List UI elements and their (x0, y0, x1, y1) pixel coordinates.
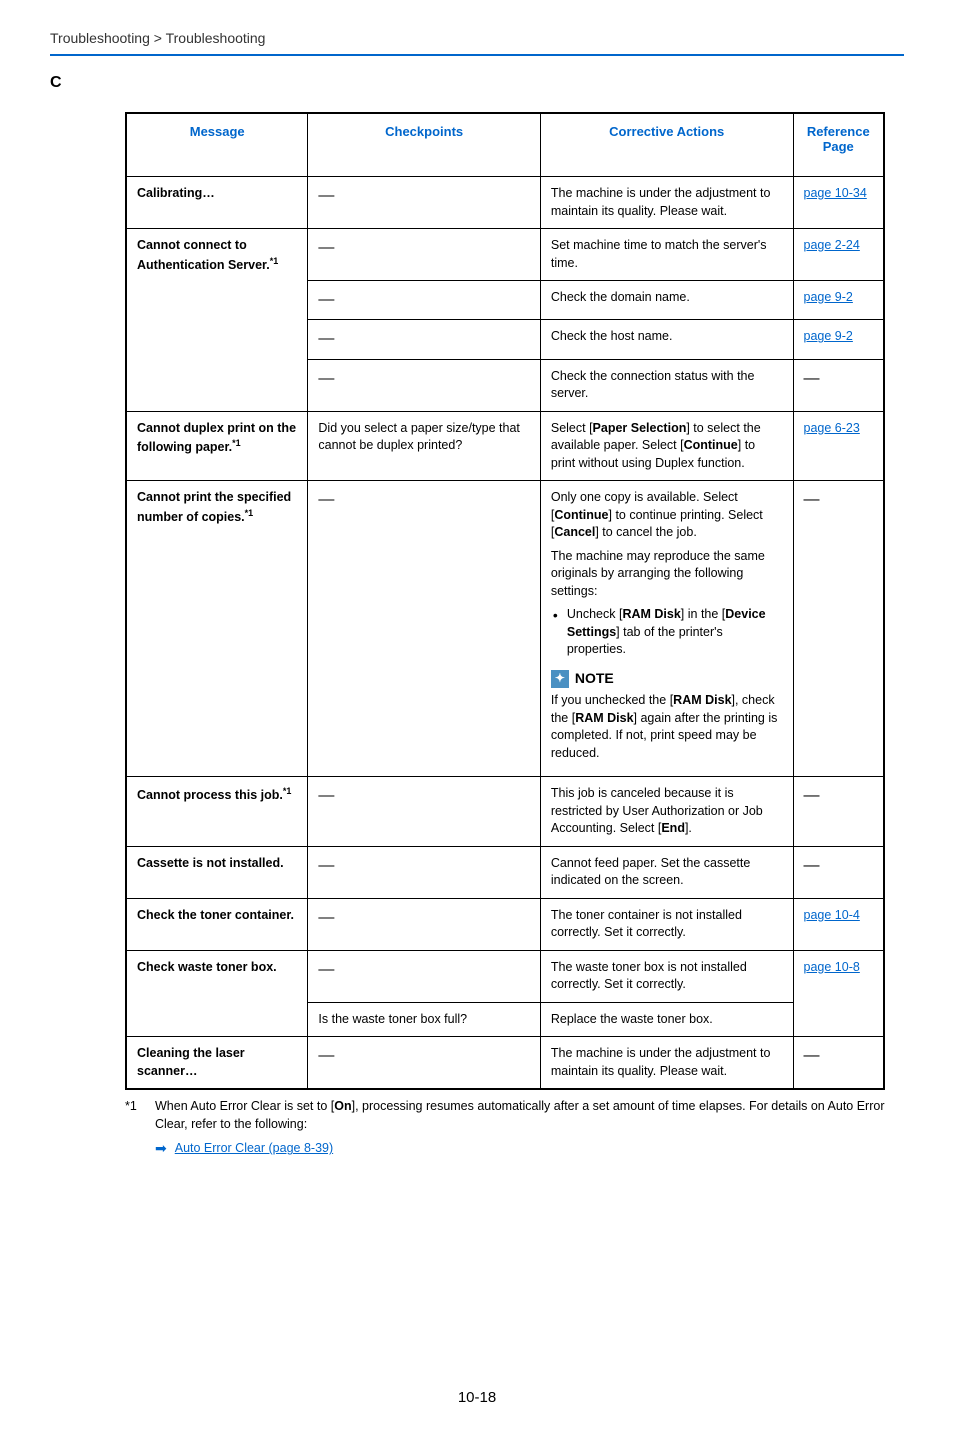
reference-cell: page 10-8 (793, 950, 884, 1037)
action-cell: Check the connection status with the ser… (540, 359, 793, 411)
action-cell: The waste toner box is not installed cor… (540, 950, 793, 1002)
action-cell: The machine is under the adjustment to m… (540, 177, 793, 229)
action-cell: This job is canceled because it is restr… (540, 777, 793, 847)
checkpoint-cell: ― (308, 950, 540, 1002)
footnote-text: When Auto Error Clear is set to [On], pr… (155, 1098, 885, 1133)
header-checkpoints: Checkpoints (308, 113, 540, 177)
checkpoint-cell: ― (308, 846, 540, 898)
table-row: Cleaning the laser scanner…―The machine … (126, 1037, 884, 1090)
message-cell: Cassette is not installed. (126, 846, 308, 898)
section-letter: C (50, 74, 904, 92)
reference-cell: ― (793, 359, 884, 411)
table-row: Cannot print the specified number of cop… (126, 481, 884, 777)
reference-cell: ― (793, 481, 884, 777)
reference-cell: ― (793, 1037, 884, 1090)
action-cell: Cannot feed paper. Set the cassette indi… (540, 846, 793, 898)
reference-cell: ― (793, 846, 884, 898)
header-reference: Reference Page (793, 113, 884, 177)
reference-cell: page 9-2 (793, 281, 884, 320)
reference-cell: ― (793, 777, 884, 847)
footnote-link[interactable]: Auto Error Clear (page 8-39) (175, 1140, 333, 1158)
reference-cell: page 10-34 (793, 177, 884, 229)
checkpoint-cell: ― (308, 898, 540, 950)
checkpoint-cell: ― (308, 320, 540, 359)
table-row: Cannot duplex print on the following pap… (126, 411, 884, 481)
action-cell: Check the domain name. (540, 281, 793, 320)
checkpoint-cell: ― (308, 481, 540, 777)
reference-cell: page 6-23 (793, 411, 884, 481)
checkpoint-cell: ― (308, 281, 540, 320)
table-row: Check the toner container.―The toner con… (126, 898, 884, 950)
checkpoint-cell: Is the waste toner box full? (308, 1002, 540, 1037)
message-cell: Cleaning the laser scanner… (126, 1037, 308, 1090)
action-cell: Check the host name. (540, 320, 793, 359)
checkpoint-cell: ― (308, 177, 540, 229)
message-cell: Calibrating… (126, 177, 308, 229)
action-cell: Select [Paper Selection] to select the a… (540, 411, 793, 481)
breadcrumb: Troubleshooting > Troubleshooting (50, 30, 904, 54)
message-cell: Cannot process this job.*1 (126, 777, 308, 847)
table-row: Cannot process this job.*1―This job is c… (126, 777, 884, 847)
header-actions: Corrective Actions (540, 113, 793, 177)
reference-link[interactable]: page 9-2 (804, 329, 853, 343)
reference-link[interactable]: page 10-34 (804, 186, 867, 200)
message-cell: Cannot print the specified number of cop… (126, 481, 308, 777)
reference-link[interactable]: page 10-8 (804, 960, 860, 974)
note-label: NOTE (575, 669, 614, 689)
reference-cell: page 2-24 (793, 229, 884, 281)
action-cell: The machine is under the adjustment to m… (540, 1037, 793, 1090)
message-cell: Cannot connect to Authentication Server.… (126, 229, 308, 412)
table-row: Cannot connect to Authentication Server.… (126, 229, 884, 281)
header-message: Message (126, 113, 308, 177)
arrow-icon: ➡ (155, 1139, 167, 1159)
reference-link[interactable]: page 9-2 (804, 290, 853, 304)
reference-link[interactable]: page 2-24 (804, 238, 860, 252)
reference-link[interactable]: page 6-23 (804, 421, 860, 435)
action-cell: Set machine time to match the server's t… (540, 229, 793, 281)
action-cell: Only one copy is available. Select [Cont… (540, 481, 793, 777)
checkpoint-cell: Did you select a paper size/type that ca… (308, 411, 540, 481)
action-cell: The toner container is not installed cor… (540, 898, 793, 950)
table-row: Cassette is not installed.―Cannot feed p… (126, 846, 884, 898)
checkpoint-cell: ― (308, 229, 540, 281)
troubleshooting-table: Message Checkpoints Corrective Actions R… (125, 112, 885, 1090)
note-icon: ✦ (551, 670, 569, 688)
reference-link[interactable]: page 10-4 (804, 908, 860, 922)
table-row: Calibrating…―The machine is under the ad… (126, 177, 884, 229)
message-cell: Cannot duplex print on the following pap… (126, 411, 308, 481)
header-rule (50, 54, 904, 56)
reference-cell: page 9-2 (793, 320, 884, 359)
reference-cell: page 10-4 (793, 898, 884, 950)
checkpoint-cell: ― (308, 359, 540, 411)
message-cell: Check the toner container. (126, 898, 308, 950)
checkpoint-cell: ― (308, 1037, 540, 1090)
table-row: Check waste toner box.―The waste toner b… (126, 950, 884, 1002)
page-number: 10-18 (50, 1389, 904, 1406)
action-cell: Replace the waste toner box. (540, 1002, 793, 1037)
message-cell: Check waste toner box. (126, 950, 308, 1037)
checkpoint-cell: ― (308, 777, 540, 847)
footnote-marker: *1 (125, 1098, 145, 1133)
footnote: *1 When Auto Error Clear is set to [On],… (125, 1098, 885, 1159)
